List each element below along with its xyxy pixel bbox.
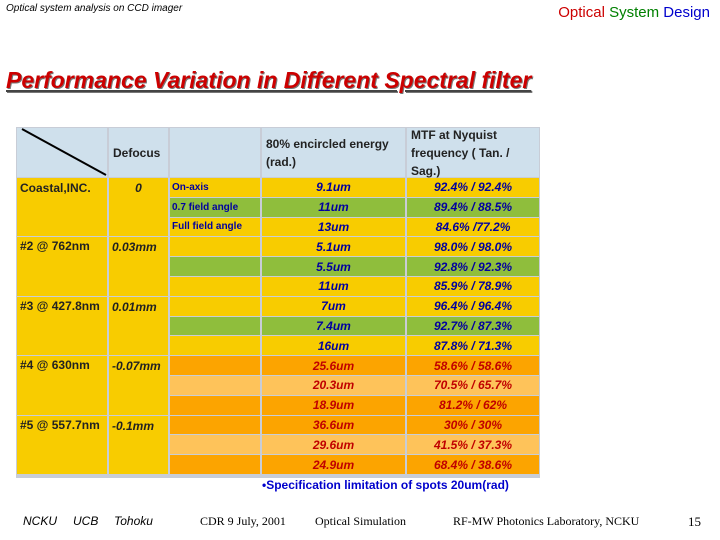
energy-value: 29.6um xyxy=(262,435,405,455)
performance-table: Defocus 80% encircled energy (rad.) MTF at… xyxy=(16,127,540,478)
header-right-title: Optical System Design xyxy=(558,4,710,21)
energy-value: 11um xyxy=(262,277,405,296)
field-label-cell: Full field angle xyxy=(170,217,260,237)
field-label-cell xyxy=(170,336,260,356)
filter-defocus: 0.01mm xyxy=(109,296,168,356)
field-label-cell: On-axis xyxy=(170,178,260,197)
field-label-cell xyxy=(170,316,260,336)
field-label-cell xyxy=(170,356,260,375)
energy-value: 36.6um xyxy=(262,415,405,435)
filter-name: #5 @ 557.7nm xyxy=(17,415,107,474)
field-label-cell xyxy=(170,435,260,455)
header-mtf: MTF at Nyquist frequency ( Tan. / Sag.) xyxy=(407,128,539,178)
energy-value: 11um xyxy=(262,197,405,217)
mtf-value: 87.8% / 71.3% xyxy=(407,336,539,356)
page-number: 15 xyxy=(688,514,701,529)
header-word-system: System xyxy=(609,4,660,21)
mtf-value: 68.4% / 38.6% xyxy=(407,455,539,474)
energy-value: 16um xyxy=(262,336,405,356)
mtf-value: 92.4% / 92.4% xyxy=(407,178,539,197)
field-label-cell xyxy=(170,277,260,296)
mtf-value: 92.7% / 87.3% xyxy=(407,316,539,336)
footer-cdr-date: CDR 9 July, 2001 xyxy=(200,514,286,528)
energy-value: 5.1um xyxy=(262,237,405,257)
spec-note: •Specification limitation of spots 20um(… xyxy=(262,478,509,492)
filter-name: Coastal,INC. xyxy=(17,178,107,237)
energy-value: 20.3um xyxy=(262,376,405,395)
header-left-text: Optical system analysis on CCD imager xyxy=(6,3,183,14)
mtf-value: 30% / 30% xyxy=(407,415,539,435)
mtf-value: 92.8% / 92.3% xyxy=(407,257,539,276)
mtf-value: 70.5% / 65.7% xyxy=(407,376,539,395)
mtf-value: 81.2% / 62% xyxy=(407,395,539,415)
mtf-value: 41.5% / 37.3% xyxy=(407,435,539,455)
header-encircled-energy: 80% encircled energy (rad.) xyxy=(262,128,405,177)
mtf-value: 58.6% / 58.6% xyxy=(407,356,539,375)
field-label-cell xyxy=(170,455,260,474)
filter-defocus: 0.03mm xyxy=(109,237,168,296)
field-label-cell: 0.7 field angle xyxy=(170,197,260,217)
energy-value: 18.9um xyxy=(262,395,405,415)
header-blank-cell xyxy=(170,128,260,177)
mtf-value: 96.4% / 96.4% xyxy=(407,296,539,316)
footer-lab: RF-MW Photonics Laboratory, NCKU xyxy=(453,514,640,528)
field-label-cell xyxy=(170,237,260,257)
header-corner-cell xyxy=(17,128,107,177)
filter-name: #2 @ 762nm xyxy=(17,237,107,296)
energy-value: 7.4um xyxy=(262,316,405,336)
filter-defocus: -0.1mm xyxy=(109,415,168,474)
filter-name: #3 @ 427.8nm xyxy=(17,296,107,356)
energy-value: 9.1um xyxy=(262,178,405,197)
slide-title: Performance Variation in Different Spect… xyxy=(6,67,532,93)
footer-ucb: UCB xyxy=(73,514,99,528)
mtf-value: 98.0% / 98.0% xyxy=(407,237,539,257)
mtf-value: 89.4% / 88.5% xyxy=(407,197,539,217)
footer-optical-simulation: Optical Simulation xyxy=(315,514,406,528)
mtf-value: 84.6% /77.2% xyxy=(407,217,539,237)
header-word-design: Design xyxy=(663,4,710,21)
field-label-cell xyxy=(170,415,260,435)
filter-defocus: 0 xyxy=(109,178,168,237)
field-label-cell xyxy=(170,296,260,316)
field-label-cell xyxy=(170,395,260,415)
energy-value: 5.5um xyxy=(262,257,405,276)
filter-defocus: -0.07mm xyxy=(109,356,168,415)
energy-value: 7um xyxy=(262,296,405,316)
footer-tohoku: Tohoku xyxy=(114,514,153,528)
energy-value: 25.6um xyxy=(262,356,405,375)
footer-ncku: NCKU xyxy=(23,514,58,528)
filter-name: #4 @ 630nm xyxy=(17,356,107,415)
mtf-value: 85.9% / 78.9% xyxy=(407,277,539,296)
header-word-optical: Optical xyxy=(558,4,605,21)
energy-value: 13um xyxy=(262,217,405,237)
header-defocus: Defocus xyxy=(109,128,168,177)
energy-value: 24.9um xyxy=(262,455,405,474)
field-label-cell xyxy=(170,257,260,276)
field-label-cell xyxy=(170,376,260,395)
